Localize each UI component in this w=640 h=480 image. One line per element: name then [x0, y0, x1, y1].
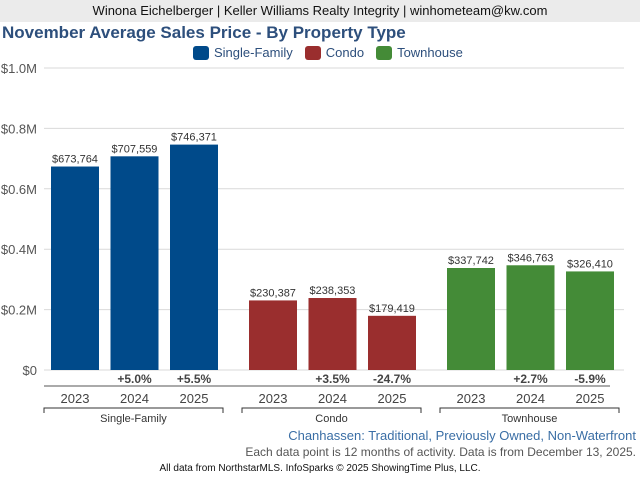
group-bracket	[43, 407, 224, 413]
chart-title: November Average Sales Price - By Proper…	[2, 23, 406, 42]
group-label: Townhouse	[502, 413, 558, 425]
group-bracket	[439, 407, 620, 413]
data-note: Each data point is 12 months of activity…	[245, 445, 636, 459]
bar-value-label: $707,559	[112, 143, 158, 155]
bar-value-label: $337,742	[448, 255, 494, 267]
change-label: -5.9%	[574, 372, 606, 386]
legend-item-single-family[interactable]: Single-Family	[193, 45, 293, 60]
legend-swatch-condo	[304, 45, 321, 60]
group-label: Condo	[315, 413, 347, 425]
x-tick-label: 2024	[318, 391, 347, 406]
bar-value-label: $179,419	[369, 303, 415, 315]
bar	[506, 265, 555, 370]
x-tick-label: 2023	[61, 391, 90, 406]
group-label: Single-Family	[100, 413, 167, 425]
x-tick-label: 2025	[378, 391, 407, 406]
bar	[566, 271, 614, 370]
change-label: -24.7%	[373, 372, 411, 386]
legend-label: Townhouse	[397, 45, 463, 60]
change-label: +5.5%	[177, 372, 212, 386]
legend-item-townhouse[interactable]: Townhouse	[376, 45, 463, 60]
legend-label: Condo	[325, 45, 365, 60]
x-tick-label: 2025	[576, 391, 605, 406]
x-tick-label: 2024	[120, 391, 149, 406]
bar	[308, 298, 357, 370]
x-tick-label: 2023	[259, 391, 288, 406]
x-tick-label: 2024	[516, 391, 545, 406]
footer-credit: All data from NorthstarMLS. InfoSparks ©…	[159, 463, 481, 474]
y-tick-label: $0.8M	[1, 121, 37, 136]
legend-label: Single-Family	[214, 45, 293, 60]
chart-subtitle: Chanhassen: Traditional, Previously Owne…	[288, 428, 636, 443]
y-tick-label: $1.0M	[1, 61, 37, 76]
bar	[51, 166, 99, 370]
change-label: +5.0%	[117, 372, 152, 386]
bar	[447, 268, 495, 370]
legend-item-condo[interactable]: Condo	[304, 45, 365, 60]
y-tick-label: $0.4M	[1, 242, 37, 257]
change-label: +3.5%	[315, 372, 350, 386]
agent-header: Winona Eichelberger | Keller Williams Re…	[0, 0, 640, 22]
legend-swatch-townhouse	[376, 45, 393, 60]
bar	[170, 144, 218, 370]
bar-value-label: $673,764	[52, 154, 98, 166]
x-tick-label: 2023	[457, 391, 486, 406]
bar-value-label: $746,371	[171, 132, 217, 144]
bar-value-label: $326,410	[567, 258, 613, 270]
y-tick-label: $0.6M	[1, 182, 37, 197]
group-bracket	[241, 407, 422, 413]
bar-value-label: $238,353	[310, 285, 356, 297]
y-tick-label: $0	[23, 363, 37, 378]
bar	[368, 315, 416, 370]
bar-value-label: $230,387	[250, 287, 296, 299]
legend-swatch-single-family	[193, 45, 209, 60]
bar	[110, 156, 159, 370]
change-label: +2.7%	[513, 372, 548, 386]
x-tick-label: 2025	[180, 391, 209, 406]
y-tick-label: $0.2M	[1, 303, 37, 318]
bar-value-label: $346,763	[508, 252, 554, 264]
legend: Single-Family Condo Townhouse	[193, 45, 475, 60]
bar	[249, 300, 297, 370]
